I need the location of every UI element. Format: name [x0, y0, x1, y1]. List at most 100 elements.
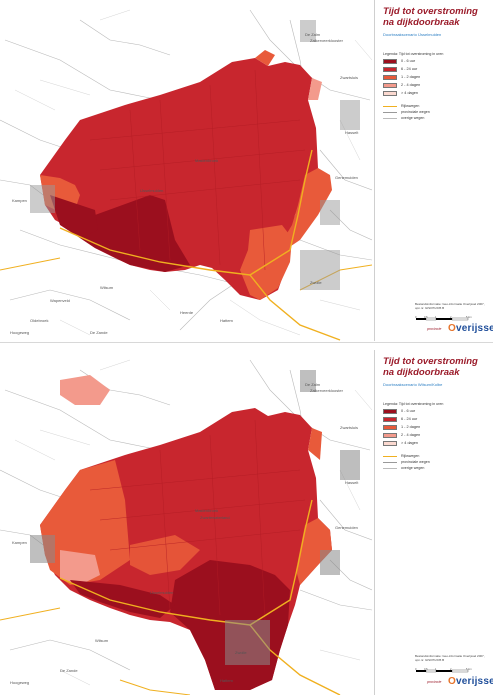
class-label: > 4 dagen — [401, 441, 418, 445]
place-label: Hoogeweg — [10, 330, 30, 335]
scale-label: 2 — [450, 668, 452, 671]
place-label: Hoogeweg — [10, 680, 30, 685]
logo-small-text: provincie — [427, 680, 442, 684]
legend-heading: Legenda: Tijd tot overstroming in uren — [383, 52, 444, 56]
map-panel-bottom: De Zalm Zalkerveerklooster Mastenbroek Z… — [0, 350, 493, 695]
place-label: Zwolle — [310, 280, 322, 285]
source-note: Bestandsinformatie: Geo-informatie Overi… — [415, 654, 485, 662]
flood-map-bottom: De Zalm Zalkerveerklooster Mastenbroek Z… — [0, 350, 372, 695]
place-label: Wilsum — [100, 285, 114, 290]
legend-class: 1 - 2 dagen — [383, 424, 483, 432]
road-symbol — [383, 468, 397, 469]
legend-title: Tijd tot overstroming na dijkdoorbraak — [383, 6, 478, 28]
class-label: 6 - 24 uur — [401, 67, 418, 71]
legend-bottom: Tijd tot overstroming na dijkdoorbraak D… — [374, 350, 493, 695]
swatch — [383, 409, 397, 414]
legend-classes: 0 - 6 uur 6 - 24 uur 1 - 2 dagen 2 - 4 d… — [383, 58, 483, 98]
road-legend-item: Rijkswegen — [383, 104, 483, 110]
class-label: 6 - 24 uur — [401, 417, 418, 421]
swatch — [383, 59, 397, 64]
urban-areas — [30, 370, 360, 665]
place-label: Wapenveld — [50, 298, 70, 303]
logo-o: O — [448, 323, 456, 334]
rijksweg-southwest — [119, 679, 191, 695]
place-label: Kampen — [12, 540, 27, 545]
class-label: 0 - 6 uur — [401, 59, 416, 63]
swatch — [383, 441, 397, 446]
map-canvas-bottom — [0, 350, 372, 695]
place-label: Zwolle — [235, 650, 247, 655]
road-legend-item: overige wegen — [383, 466, 483, 472]
road-legend: Rijkswegen provinciale wegen overige weg… — [383, 104, 483, 122]
place-label: IJsselmuiden — [140, 188, 164, 193]
legend-class: > 4 dagen — [383, 440, 483, 448]
background-roads — [0, 359, 372, 671]
place-label: Hattem — [220, 318, 233, 323]
road-symbol — [383, 456, 397, 457]
legend-class: 1 - 2 dagen — [383, 74, 483, 82]
legend-class: 0 - 6 uur — [383, 408, 483, 416]
swatch — [383, 83, 397, 88]
class-label: 2 - 4 dagen — [401, 433, 421, 437]
road-label: overige wegen — [401, 116, 425, 120]
place-label: Zalkerveerklooster — [310, 38, 343, 43]
polder-lines — [89, 69, 306, 271]
road-label: provinciale wegen — [401, 110, 430, 114]
place-label: Zwartewaterland — [200, 515, 230, 520]
road-label: provinciale wegen — [401, 460, 430, 464]
legend-top: Tijd tot overstroming na dijkdoorbraak D… — [374, 0, 493, 341]
place-label: De Zande — [90, 330, 108, 335]
place-label: Zwartsluis — [340, 75, 359, 80]
scale-label: 1 — [435, 316, 437, 319]
place-label: Oldebroek — [30, 318, 49, 323]
swatch — [383, 433, 397, 438]
place-label: De Zalm — [305, 382, 321, 387]
scale-bar-graphic — [416, 317, 469, 321]
class-label: 1 - 2 dagen — [401, 425, 421, 429]
swatch — [383, 425, 397, 430]
logo-o: O — [448, 676, 456, 687]
swatch — [383, 75, 397, 80]
scale-label: 0.5 — [424, 668, 428, 671]
map-canvas-top — [0, 0, 372, 341]
rijksweg-south — [249, 274, 341, 341]
road-symbol — [383, 118, 397, 119]
road-legend-item: provinciale wegen — [383, 110, 483, 116]
place-label: Hasselt — [345, 480, 359, 485]
road-symbol — [383, 462, 397, 463]
legend-class: 6 - 24 uur — [383, 416, 483, 424]
flood-area-top — [40, 50, 332, 300]
source-note: Bestandsinformatie: Geo-informatie Overi… — [415, 302, 485, 310]
place-label: Hasselt — [345, 130, 359, 135]
class-label: 2 - 4 dagen — [401, 83, 421, 87]
road-legend-item: provinciale wegen — [383, 460, 483, 466]
legend-class: 0 - 6 uur — [383, 58, 483, 66]
place-label: Kampen — [12, 198, 27, 203]
scale-label: 5 km — [466, 316, 472, 319]
minor-roads — [14, 359, 372, 686]
legend-class: 2 - 4 dagen — [383, 432, 483, 440]
place-label: Hattem — [220, 678, 233, 683]
swatch — [383, 67, 397, 72]
place-label: IJsselmuiden — [150, 590, 174, 595]
urban-areas — [30, 20, 360, 290]
logo-main-text: Overijssel — [448, 323, 493, 334]
place-label: Heerde — [180, 310, 194, 315]
place-label: Genemuiden — [335, 175, 358, 180]
scale-label: 5 km — [466, 668, 472, 671]
legend-classes: 0 - 6 uur 6 - 24 uur 1 - 2 dagen 2 - 4 d… — [383, 408, 483, 448]
province-logo: provincie Overijssel — [427, 676, 493, 690]
scale-label: 0 — [415, 668, 417, 671]
road-legend-item: Rijkswegen — [383, 454, 483, 460]
logo-word: verijssel — [455, 676, 493, 687]
scale-bar: 0 0.5 1 2 5 km — [415, 312, 487, 321]
place-label: De Zalm — [305, 32, 321, 37]
swatch — [383, 91, 397, 96]
flood-map-top: De Zalm Zalkerveerklooster Mastenbroek Z… — [0, 0, 372, 341]
logo-main-text: Overijssel — [448, 676, 493, 687]
place-label: Wilsum — [95, 638, 109, 643]
logo-small-text: provincie — [427, 327, 442, 331]
scale-label: 0 — [415, 316, 417, 319]
rijksweg-west — [0, 257, 61, 271]
swatch — [383, 417, 397, 422]
